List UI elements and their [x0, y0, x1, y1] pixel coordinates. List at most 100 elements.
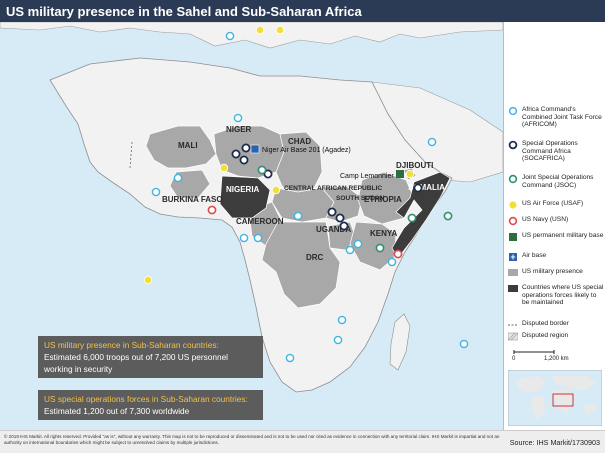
socafrica-icon	[508, 140, 518, 150]
scale-bar	[513, 350, 555, 354]
legend-label-special-ops: Countries where US special operations fo…	[522, 284, 604, 307]
jsoc-marker	[443, 211, 453, 221]
jsoc-markers	[257, 165, 453, 253]
socafrica-marker	[241, 143, 251, 153]
label-south-sudan: SOUTH SUDAN	[336, 195, 385, 202]
mali-region	[145, 125, 217, 169]
label-chad: CHAD	[288, 137, 311, 146]
label-drc: DRC	[306, 253, 324, 262]
usn-markers	[207, 205, 403, 259]
footer: © 2018 IHS Markit. All rights reserved. …	[0, 430, 605, 453]
usaf-marker	[275, 25, 285, 35]
legend-label-jsoc: Joint Special Operations Command (JSOC)	[522, 174, 594, 189]
jsoc-marker	[375, 243, 385, 253]
label-niger: NIGER	[226, 125, 252, 134]
info-box-troops: US military presence in Sub-Saharan coun…	[38, 336, 263, 378]
usaf-markers	[143, 25, 415, 285]
label-nigeria: NIGERIA	[226, 185, 260, 194]
jsoc-icon	[508, 174, 518, 184]
usn-icon	[508, 216, 518, 226]
label-somalia: SOMALIA	[408, 183, 445, 192]
map-title: US military presence in the Sahel and Su…	[6, 4, 362, 19]
socafrica-marker	[327, 207, 337, 217]
map-area[interactable]: NIGER CHAD MALI NIGERIA BURKINA FASO CAM…	[0, 22, 503, 430]
africom-marker	[353, 239, 363, 249]
title-bar: US military presence in the Sahel and Su…	[0, 0, 605, 22]
usaf-marker	[405, 169, 415, 179]
legend-label-usn: US Navy (USN)	[522, 216, 569, 223]
usaf-icon	[509, 201, 517, 209]
jsoc-marker	[257, 165, 267, 175]
africom-marker	[293, 211, 303, 221]
drc-region	[261, 221, 341, 309]
somalia-region	[391, 171, 451, 259]
special-ops-swatch	[508, 285, 518, 292]
label-car: CENTRAL AFRICAN REPUBLIC	[284, 185, 382, 192]
africom-marker	[337, 315, 347, 325]
legend-label-air-base: Air base	[522, 252, 547, 259]
usaf-marker	[255, 25, 265, 35]
africom-marker	[233, 113, 243, 123]
usaf-marker	[271, 185, 281, 195]
africom-marker	[151, 187, 161, 197]
socafrica-marker	[231, 149, 241, 159]
africom-marker	[239, 233, 249, 243]
usn-marker	[207, 205, 217, 215]
disputed-region-icon	[508, 332, 518, 341]
label-djibouti: DJIBOUTI	[396, 161, 433, 170]
legend-label-disputed-border: Disputed border	[522, 320, 569, 327]
legend: Africa Command's Combined Joint Task For…	[503, 22, 605, 430]
socafrica-markers	[231, 143, 423, 231]
socafrica-marker	[413, 183, 423, 193]
map-canvas: NIGER CHAD MALI NIGERIA BURKINA FASO CAM…	[0, 22, 503, 393]
scale-zero: 0	[512, 356, 516, 362]
socafrica-marker	[239, 155, 249, 165]
africom-marker	[345, 245, 355, 255]
usaf-marker	[219, 163, 229, 173]
label-niger-air-base: Niger Air Base 201 (Agadez)	[262, 147, 351, 154]
footer-disclaimer: © 2018 IHS Markit. All rights reserved. …	[4, 434, 500, 445]
africom-marker	[173, 173, 183, 183]
info-box-troops-body: Estimated 6,000 troops out of 7,200 US p…	[44, 352, 229, 374]
legend-label-permanent-base: US permanent military base	[522, 232, 604, 239]
info-box-troops-heading: US military presence in Sub-Saharan coun…	[44, 340, 219, 350]
air-base-icon	[250, 144, 260, 154]
africom-marker	[285, 353, 295, 363]
socafrica-marker	[339, 221, 349, 231]
label-mali: MALI	[178, 141, 198, 150]
legend-label-africom: Africa Command's Combined Joint Task For…	[522, 106, 602, 129]
africom-marker	[333, 335, 343, 345]
legend-label-socafrica: Special Operations Command Africa (SOCAF…	[522, 140, 578, 163]
disputed-border	[129, 141, 133, 169]
legend-label-disputed-region: Disputed region	[522, 332, 569, 339]
africom-icon	[508, 106, 518, 116]
africom-marker	[459, 339, 469, 349]
legend-label-usaf: US Air Force (USAF)	[522, 200, 584, 207]
air-base-icon	[509, 253, 517, 261]
permanent-base-icon	[509, 233, 517, 241]
info-box-special-ops: US special operations forces in Sub-Saha…	[38, 390, 263, 420]
permanent-base-icon	[396, 170, 404, 178]
label-kenya: KENYA	[370, 229, 397, 238]
africom-marker	[387, 257, 397, 267]
info-box-special-ops-body: Estimated 1,200 out of 7,300 worldwide	[44, 406, 190, 416]
inset-highlight-box	[552, 393, 574, 407]
disputed-border-icon	[508, 324, 518, 326]
world-inset-map	[508, 370, 602, 426]
nigeria-region	[219, 175, 271, 219]
socafrica-marker	[263, 169, 273, 179]
label-uganda: UGANDA	[316, 225, 351, 234]
us-presence-swatch	[508, 269, 518, 276]
africom-marker	[427, 137, 437, 147]
usn-marker	[393, 249, 403, 259]
legend-label-us-presence: US military presence	[522, 268, 583, 275]
info-box-special-ops-heading: US special operations forces in Sub-Saha…	[44, 394, 248, 404]
scale-max: 1,200 km	[544, 356, 569, 362]
usaf-marker	[143, 275, 153, 285]
label-burkina-faso: BURKINA FASO	[162, 195, 223, 204]
footer-source: Source: IHS Markit/1730903	[509, 438, 600, 447]
madagascar-landmass	[389, 313, 411, 371]
label-cameroon: CAMEROON	[236, 217, 284, 226]
label-camp-lemonnier: Camp Lemonnier	[340, 173, 394, 180]
europe-landmass	[0, 22, 503, 49]
